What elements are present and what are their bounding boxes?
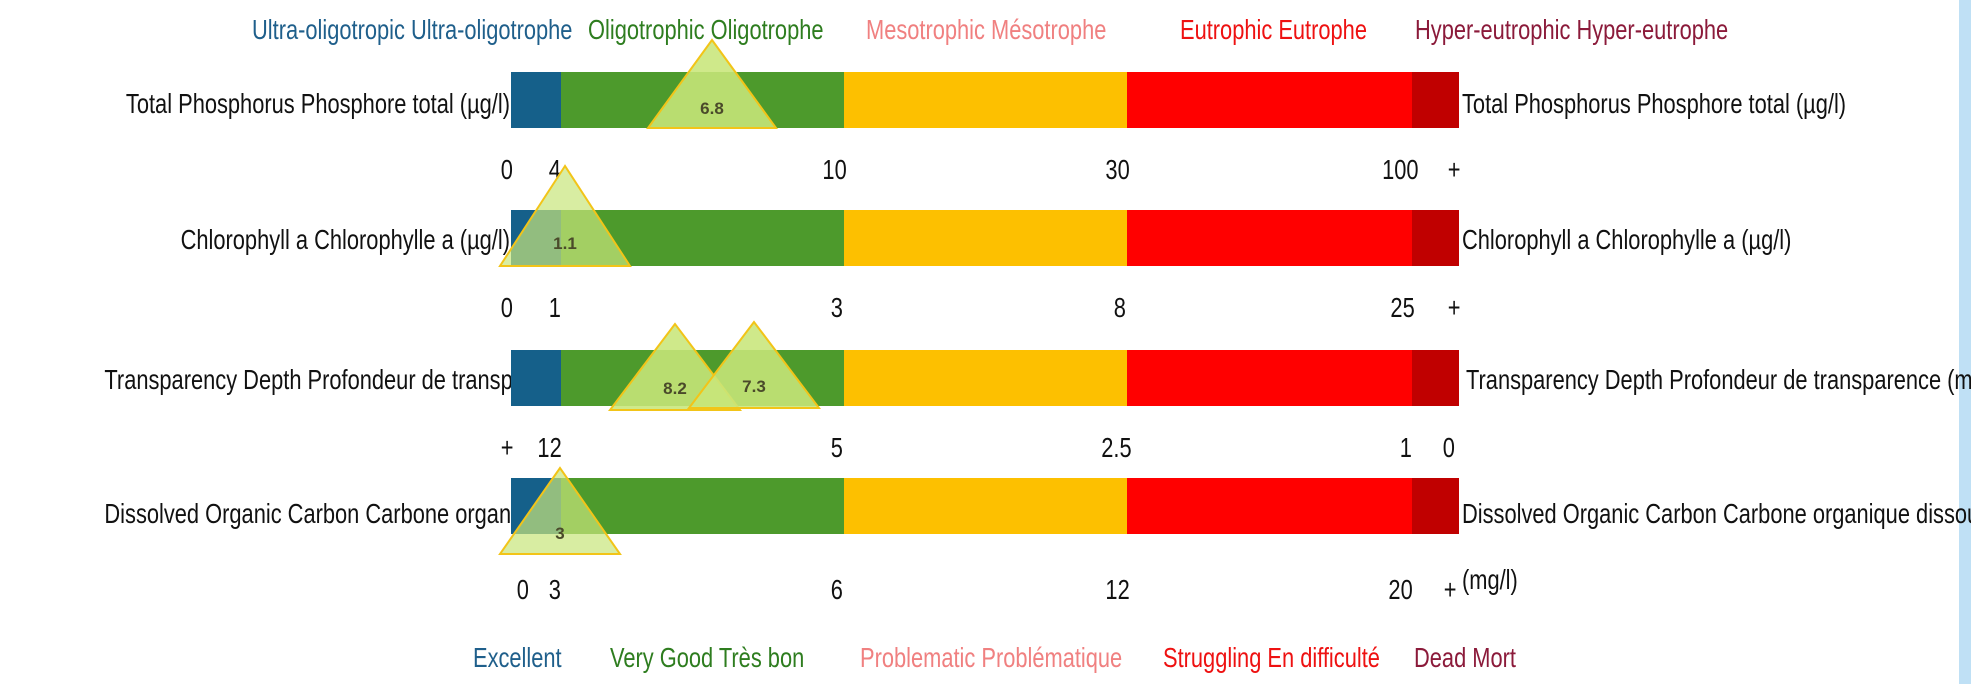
marker-triangle [498, 466, 622, 555]
marker-value: 1.1 [553, 234, 577, 253]
tick-label: 0 [500, 154, 513, 185]
row-label-right-chlorophyll: Chlorophyll a Chlorophylle a (µg/l) [1462, 224, 1792, 255]
segment-ultra [511, 350, 561, 406]
segment-meso [844, 210, 1127, 266]
tick-label: 3 [548, 574, 561, 605]
tick-label: + [500, 432, 514, 463]
row-label-right-transparency: Transparency Depth Profondeur de transpa… [1466, 364, 1971, 395]
category-ultra-oligotrophic: Ultra-oligotropic Ultra-oligotrophe [252, 14, 573, 45]
tick-label: 10 [822, 154, 847, 185]
category-mesotrophic: Mesotrophic Mésotrophe [866, 14, 1107, 45]
tick-label: 0 [1442, 432, 1455, 463]
marker-value: 3 [555, 524, 564, 543]
marker-triangle [498, 164, 632, 267]
marker-value: 6.8 [700, 99, 724, 118]
segment-oligo [561, 478, 844, 534]
tick-label: 2.5 [1101, 432, 1132, 463]
tick-label: 3 [830, 292, 843, 323]
category-hyper-eutrophic: Hyper-eutrophic Hyper-eutrophe [1415, 14, 1729, 45]
rating-excellent: Excellent [473, 642, 562, 673]
tick-label: 0 [516, 574, 529, 605]
segment-meso [844, 350, 1127, 406]
marker-chlorophyll: 1.1 [498, 164, 632, 267]
segment-meso [844, 478, 1127, 534]
row-label-left-chlorophyll: Chlorophyll a Chlorophylle a (µg/l) [180, 224, 510, 255]
row-label-right-phosphorus: Total Phosphorus Phosphore total (µg/l) [1462, 88, 1847, 119]
marker-value: 8.2 [663, 379, 687, 398]
marker-transparency-2: 7.3 [686, 320, 822, 409]
tick-label: 12 [537, 432, 562, 463]
tick-label: 1 [1399, 432, 1412, 463]
tick-label: 8 [1113, 292, 1126, 323]
segment-eutro [1127, 478, 1412, 534]
category-eutrophic: Eutrophic Eutrophe [1180, 14, 1367, 45]
rating-very-good: Very Good Très bon [610, 642, 805, 673]
rating-problematic: Problematic Problématique [860, 642, 1123, 673]
tick-label: 1 [548, 292, 561, 323]
segment-eutro [1127, 72, 1412, 128]
tick-label: 100 [1382, 154, 1419, 185]
segment-ultra [511, 72, 561, 128]
tick-label: 25 [1390, 292, 1415, 323]
tick-label: + [1447, 154, 1461, 185]
rating-struggling: Struggling En difficulté [1163, 642, 1380, 673]
segment-hyper [1412, 210, 1459, 266]
marker-value: 7.3 [742, 377, 766, 396]
row-label-right-doc: Dissolved Organic Carbon Carbone organiq… [1462, 498, 1971, 529]
row-label-right-doc-unit: (mg/l) [1462, 564, 1518, 595]
segment-hyper [1412, 350, 1459, 406]
tick-label: 20 [1388, 574, 1413, 605]
segment-eutro [1127, 350, 1412, 406]
marker-triangle [686, 320, 822, 409]
marker-triangle [646, 38, 778, 129]
segment-hyper [1412, 478, 1459, 534]
tick-label: 5 [830, 432, 843, 463]
right-edge-strip [1959, 0, 1971, 684]
tick-label: 30 [1105, 154, 1130, 185]
category-oligotrophic: Oligotrophic Oligotrophe [588, 14, 824, 45]
marker-phosphorus: 6.8 [646, 38, 778, 129]
tick-label: + [1443, 574, 1457, 605]
tick-label: 0 [500, 292, 513, 323]
tick-label: 6 [830, 574, 843, 605]
segment-eutro [1127, 210, 1412, 266]
tick-label: + [1447, 292, 1461, 323]
segment-meso [844, 72, 1127, 128]
rating-dead: Dead Mort [1414, 642, 1516, 673]
marker-doc: 3 [498, 466, 622, 555]
row-label-left-phosphorus: Total Phosphorus Phosphore total (µg/l) [125, 88, 510, 119]
segment-hyper [1412, 72, 1459, 128]
tick-label: 12 [1105, 574, 1130, 605]
